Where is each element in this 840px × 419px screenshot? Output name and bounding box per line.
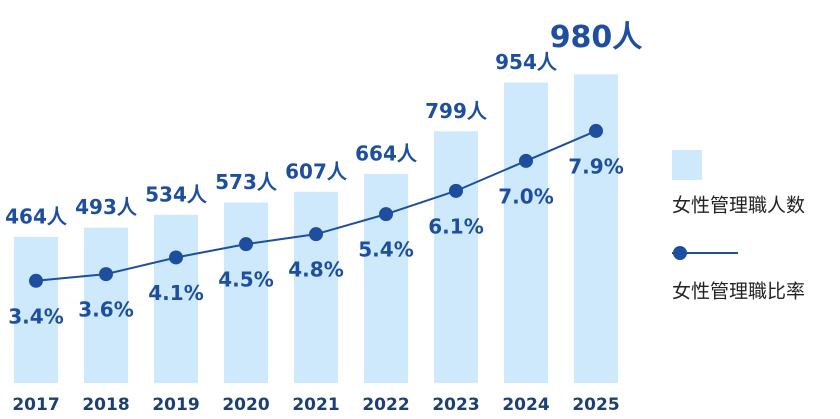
line-value-label: 4.8% [288,258,343,282]
labels: 2017 2018 2019 2020 2021 2022 2023 2024 2025 464人… [5,20,642,415]
line-value-label: 5.4% [358,238,413,262]
line-value-label: 6.1% [428,214,483,238]
line-point [379,207,393,222]
line-value-label: 4.5% [218,268,273,292]
x-tick-label: 2020 [222,395,269,415]
bar [574,74,618,384]
line-point [309,227,323,242]
x-tick-label: 2019 [152,395,199,415]
line-value-label: 7.9% [568,154,623,178]
line-point [519,153,533,168]
line-point [169,250,183,265]
bar-value-label: 954人 [495,50,558,74]
bar-value-label: 607人 [285,159,348,183]
x-tick-label: 2024 [502,395,549,415]
line-value-label: 7.0% [498,184,553,208]
bar [14,236,58,383]
bar [294,191,338,383]
bar-value-label: 980人 [550,20,643,55]
legend-label: 女性管理職比率 [672,281,805,303]
line-value-label: 3.4% [8,304,63,328]
bar [504,82,548,384]
line-layer [29,123,603,288]
bar [154,214,198,383]
bar [84,227,128,383]
bar-value-label: 493人 [75,195,138,219]
line-point [449,183,463,198]
x-tick-label: 2023 [432,395,479,415]
bar-value-label: 534人 [145,182,208,206]
bar-value-label: 799人 [425,99,488,123]
x-tick-label: 2025 [572,395,619,415]
bar-value-label: 464人 [5,204,68,228]
bar [434,131,478,383]
x-tick-label: 2018 [82,395,129,415]
legend-label: 女性管理職人数 [672,195,805,217]
line-point [29,273,43,288]
bar-value-label: 573人 [215,170,278,194]
line-value-label: 4.1% [148,281,203,305]
line-value-label: 3.6% [78,298,133,322]
bars [14,74,618,384]
x-tick-label: 2017 [12,395,59,415]
bar [224,202,268,383]
x-tick-label: 2021 [292,395,339,415]
bar-value-label: 664人 [355,141,418,165]
line-point [99,267,113,282]
line-point [589,123,603,138]
x-tick-label: 2022 [362,395,409,415]
line-point [239,237,253,252]
legend-swatch-dot [673,246,687,260]
bar [364,173,408,383]
legend-swatch [672,150,702,180]
